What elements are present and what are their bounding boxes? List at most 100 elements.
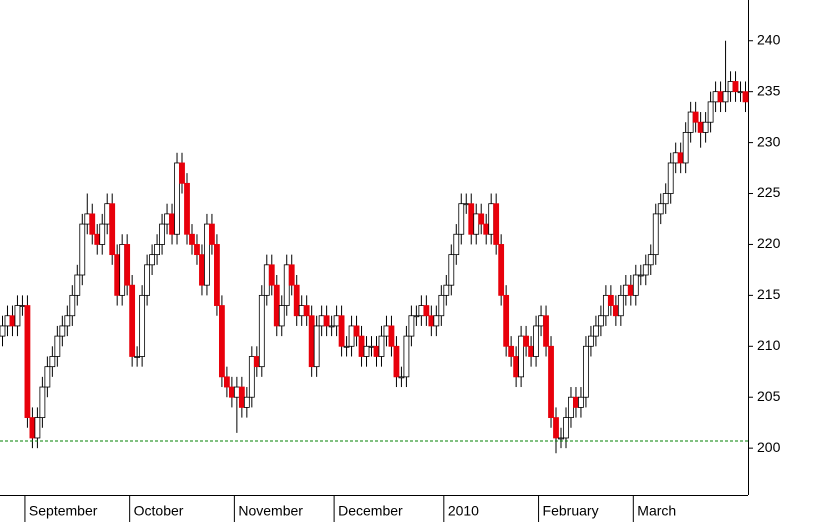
candle-body: [717, 91, 724, 103]
candle-body: [368, 345, 375, 348]
candle-body: [233, 386, 240, 398]
candle-body: [682, 132, 689, 164]
candle-body: [303, 305, 310, 317]
candle-body: [69, 294, 76, 317]
candle-body: [523, 335, 529, 347]
candle-body: [243, 396, 250, 408]
candle-body: [493, 203, 500, 245]
candle-body: [607, 294, 614, 306]
candle-body: [563, 417, 569, 439]
candle-body: [293, 284, 300, 317]
x-tick-label: September: [29, 503, 98, 519]
candle-body: [627, 284, 634, 296]
candle-body: [662, 193, 669, 205]
candle-body: [543, 315, 549, 347]
candle-body: [124, 244, 131, 286]
candle-body: [19, 305, 26, 307]
candle-body: [568, 396, 574, 418]
candle-body: [0, 325, 6, 337]
candle-body: [692, 111, 699, 123]
candle-body: [164, 213, 170, 225]
candle-body: [428, 315, 435, 327]
candle-body: [253, 356, 260, 368]
candle-body: [443, 284, 450, 296]
candle-body: [448, 254, 455, 286]
candle-body: [313, 325, 320, 368]
candle-body: [99, 223, 106, 245]
candle-body: [308, 315, 315, 368]
candle-body: [583, 345, 589, 398]
candle-body: [538, 315, 544, 327]
candle-body: [159, 223, 165, 245]
candle-body: [418, 305, 425, 317]
candle-body: [433, 315, 440, 327]
candle-body: [79, 223, 86, 276]
candle-body: [223, 376, 230, 388]
candle-body: [328, 325, 335, 328]
y-tick-label: 230: [757, 133, 781, 149]
candle-body: [677, 152, 684, 164]
candle-body: [54, 335, 61, 357]
candle-body: [44, 366, 51, 388]
candle-body: [478, 213, 485, 225]
y-tick-label: 235: [757, 82, 781, 98]
candle-body: [144, 264, 151, 296]
candle-body: [333, 315, 340, 327]
candle-body: [558, 437, 564, 440]
candle-body: [104, 203, 111, 225]
x-tick-label: 2010: [448, 503, 479, 519]
candle-body: [642, 264, 649, 276]
y-tick-label: 220: [757, 235, 781, 251]
candle-body: [94, 233, 101, 245]
candle-body: [548, 345, 554, 418]
candle-body: [348, 325, 355, 347]
candle-body: [219, 305, 225, 378]
candle-body: [154, 244, 160, 256]
candle-body: [513, 356, 520, 378]
candle-body: [652, 213, 659, 256]
candle-body: [298, 305, 305, 317]
candle-body: [518, 335, 525, 378]
candle-body: [712, 91, 719, 103]
candle-body: [503, 294, 510, 347]
candle-body: [657, 203, 664, 215]
candle-body: [189, 233, 195, 245]
candle-body: [9, 315, 16, 327]
candle-body: [184, 182, 190, 235]
candle-body: [468, 203, 475, 235]
x-tick-label: March: [637, 503, 676, 519]
candle-body: [403, 335, 410, 378]
candle-body: [722, 91, 729, 103]
y-tick-label: 210: [757, 337, 781, 353]
candle-body: [458, 203, 465, 235]
candle-body: [488, 203, 495, 235]
candle-body: [498, 244, 505, 296]
candle-body: [209, 223, 215, 245]
candle-body: [742, 91, 749, 103]
candle-body: [533, 325, 539, 357]
y-tick-label: 205: [757, 388, 781, 404]
candle-body: [697, 121, 704, 133]
candle-body: [204, 223, 210, 286]
candle-body: [119, 244, 126, 296]
candle-body: [89, 213, 96, 235]
candle-body: [194, 244, 200, 256]
y-tick-label: 225: [757, 184, 781, 200]
candle-body: [707, 101, 714, 123]
candle-body: [29, 417, 36, 439]
candle-body: [378, 335, 385, 357]
candle-body: [109, 203, 116, 256]
candle-body: [238, 386, 245, 408]
candle-body: [199, 254, 205, 286]
candle-body: [34, 417, 41, 439]
candle-body: [423, 305, 430, 317]
candle-body: [149, 254, 155, 266]
candle-body: [727, 81, 734, 93]
candle-body: [214, 244, 220, 306]
candle-body: [353, 325, 360, 337]
candle-body: [323, 315, 330, 327]
candle-body: [413, 315, 420, 318]
candle-body: [637, 274, 644, 277]
